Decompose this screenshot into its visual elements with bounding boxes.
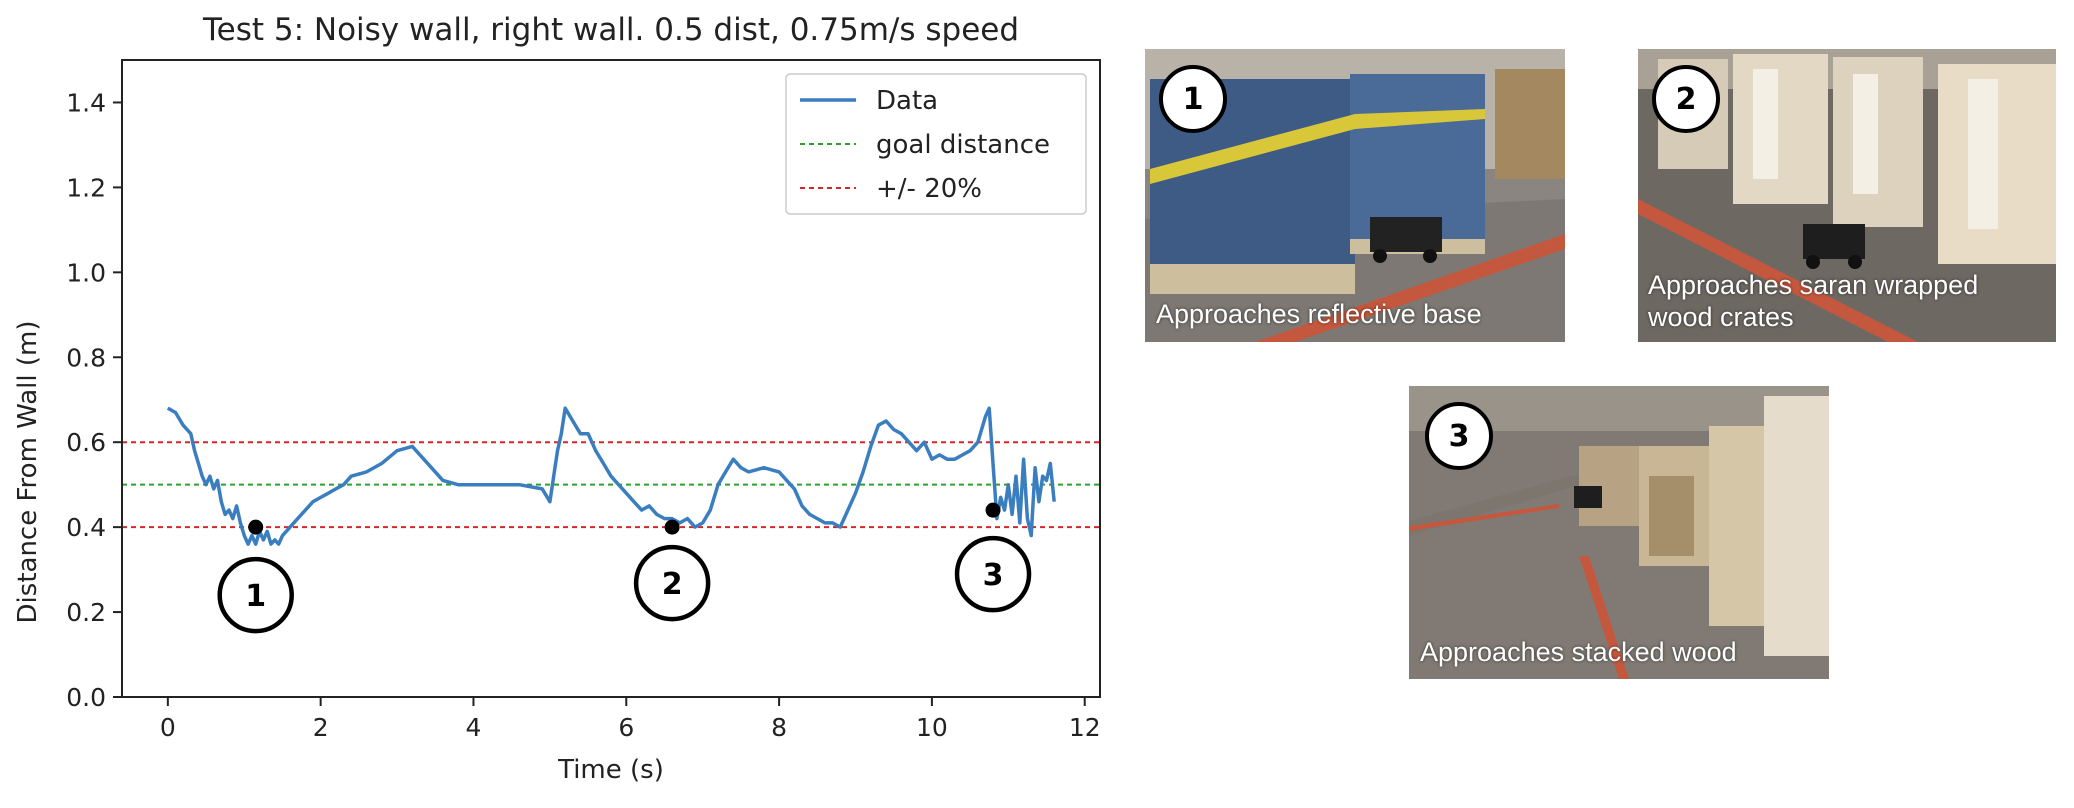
x-tick-label: 10 [916, 713, 948, 742]
photo-number-badge-1: 1 [1159, 65, 1227, 133]
data-series-line [166, 406, 1056, 546]
x-axis-label: Time (s) [557, 755, 664, 785]
photo-caption-3: Approaches stacked wood [1420, 637, 1737, 667]
photo-panel-1: 1 Approaches reflective base [1145, 49, 1565, 342]
photo-panel-2: 2 Approaches saran wrapped wood crates [1638, 49, 2056, 342]
y-tick-label: 1.0 [66, 258, 106, 287]
photo-number-badge-3: 3 [1425, 402, 1493, 470]
y-tick-label: 1.4 [66, 88, 106, 117]
annotation-circle-1 [217, 556, 294, 634]
annotation-label-2: 2 [662, 567, 683, 602]
legend-label-0: Data [876, 86, 938, 116]
annotation-dot-2 [664, 519, 680, 535]
x-tick-label: 6 [618, 713, 634, 742]
y-axis-label: Distance From Wall (m) [13, 321, 43, 624]
y-tick-label: 0.0 [66, 683, 106, 712]
legend-label-2: +/- 20% [876, 174, 982, 204]
annotation-label-1: 1 [245, 579, 266, 614]
chart-title: Test 5: Noisy wall, right wall. 0.5 dist… [202, 12, 1019, 48]
y-tick-label: 0.4 [66, 513, 106, 542]
x-tick-label: 8 [771, 713, 787, 742]
y-tick-label: 0.6 [66, 428, 106, 457]
annotation-dot-3 [985, 502, 1001, 518]
photo-caption-1: Approaches reflective base [1156, 299, 1482, 329]
y-tick-label: 1.2 [66, 173, 106, 202]
photo-caption-2: Approaches saran wrapped wood crates [1648, 270, 1979, 332]
warehouse-photo-wood-crates [1638, 49, 2056, 342]
x-tick-label: 12 [1069, 713, 1101, 742]
line-chart: Test 5: Noisy wall, right wall. 0.5 dist… [13, 12, 1101, 785]
annotation-dot-1 [248, 519, 264, 535]
legend-box [785, 73, 1087, 215]
annotation-circle-2 [633, 544, 711, 622]
x-tick-label: 4 [466, 713, 482, 742]
photo-panel-3: 3 Approaches stacked wood [1409, 386, 1829, 679]
annotation-circle-3 [954, 535, 1032, 613]
y-tick-label: 0.2 [66, 598, 106, 627]
plot-frame [121, 59, 1101, 698]
x-tick-label: 0 [160, 713, 176, 742]
y-tick-label: 0.8 [66, 343, 106, 372]
x-tick-label: 2 [313, 713, 329, 742]
legend-label-1: goal distance [876, 130, 1050, 160]
photo-number-badge-2: 2 [1652, 65, 1720, 133]
annotation-label-3: 3 [983, 558, 1004, 593]
